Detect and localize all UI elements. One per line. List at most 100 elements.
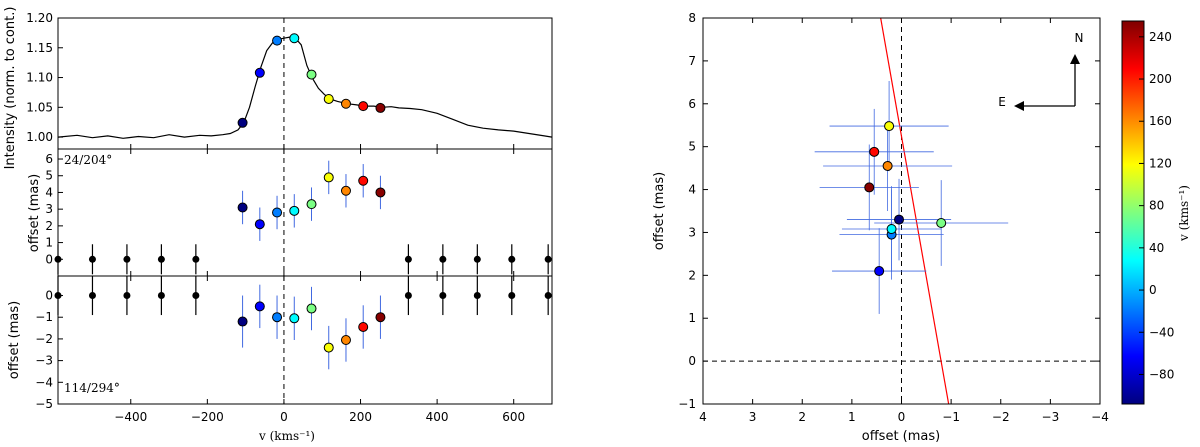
spectrum-point	[375, 102, 386, 113]
line-profile	[57, 36, 553, 139]
colorbar: −80 −40 0 40 80 120 160 200 240 v (kms⁻¹)	[1121, 20, 1191, 405]
offset-panel-114: −5 −4 −3 −2 −1 0 −400 −200 0 200 400 600 114/294° o…	[7, 276, 552, 443]
offset-point	[289, 313, 300, 324]
offset-point	[358, 321, 369, 332]
xtick-label: −4	[1091, 410, 1109, 424]
ytick-label: 2	[45, 219, 53, 233]
offset-point	[254, 219, 265, 230]
offset-point	[237, 316, 248, 327]
colorbar-tick-label: −80	[1149, 367, 1174, 381]
xtick-label: −400	[114, 410, 147, 424]
panel-label-24: 24/204°	[64, 153, 112, 167]
spectrum-point	[237, 117, 248, 128]
offset-point	[375, 187, 386, 198]
ytick-label: 6	[45, 152, 53, 166]
ytick-label: 5	[45, 169, 53, 183]
offset-axes-bottom	[57, 275, 553, 405]
sky-point	[894, 214, 905, 225]
spectrum-point	[272, 35, 283, 46]
sky-xlabel: offset (mas)	[862, 429, 940, 444]
ytick-label: 1	[688, 311, 696, 325]
offset-point	[237, 202, 248, 213]
ytick-label: 4	[688, 183, 696, 197]
continuum-point	[157, 255, 165, 263]
continuum-point	[473, 255, 481, 263]
sky-point	[884, 121, 895, 132]
ytick-label: 4	[45, 185, 53, 199]
ytick-label: −3	[35, 354, 53, 368]
sky-point	[886, 224, 897, 235]
sky-axes	[702, 17, 1101, 405]
continuum-point	[157, 292, 165, 300]
offset-point	[289, 205, 300, 216]
offset-point	[323, 342, 334, 353]
spectrum-axes	[57, 17, 553, 150]
spectrum-ylabel: Intensity (norm. to cont.)	[3, 7, 18, 170]
ytick-label: 3	[688, 225, 696, 239]
colorbar-tick-label: 200	[1149, 72, 1172, 86]
offset-point	[340, 335, 351, 345]
continuum-point	[123, 255, 131, 263]
ytick-label: 7	[688, 54, 696, 68]
offset-ylabel-bottom: offset (mas)	[7, 301, 22, 379]
offset-point	[323, 172, 334, 183]
xtick-label: −200	[191, 410, 224, 424]
spectrum-point	[323, 93, 334, 104]
north-arrowhead	[1070, 54, 1080, 64]
xtick-label: 0	[898, 410, 906, 424]
xtick-label: 400	[426, 410, 449, 424]
continuum-point	[404, 255, 412, 263]
compass: N E	[998, 31, 1083, 111]
xtick-label: 2	[798, 410, 806, 424]
xtick-label: −1	[942, 410, 960, 424]
sky-point	[864, 182, 875, 193]
colorbar-tick-label: −40	[1149, 325, 1174, 339]
sky-ylabel: offset (mas)	[652, 172, 667, 250]
spectrum-point	[254, 67, 265, 78]
fit-line	[880, 17, 950, 405]
xtick-label: 0	[280, 410, 288, 424]
continuum-point	[192, 292, 200, 300]
ytick-label: −4	[35, 375, 53, 389]
continuum-point	[88, 292, 96, 300]
colorbar-tick-label: 0	[1149, 283, 1157, 297]
offset-point	[272, 207, 283, 218]
xtick-label: 600	[502, 410, 525, 424]
ytick-label: 0	[45, 289, 53, 303]
ytick-label: 0	[688, 354, 696, 368]
continuum-point	[473, 292, 481, 300]
xtick-label: 200	[349, 410, 372, 424]
ytick-label: 1.15	[26, 41, 53, 55]
ytick-label: 1.00	[26, 130, 53, 144]
panel-label-114: 114/294°	[64, 381, 120, 395]
ytick-label: 6	[688, 97, 696, 111]
offset-point	[375, 312, 386, 323]
offset-point	[358, 175, 369, 186]
xtick-label: 3	[749, 410, 757, 424]
offset-point	[272, 312, 283, 323]
ytick-label: 1.10	[26, 71, 53, 85]
sky-point	[874, 266, 885, 277]
east-arrowhead	[1014, 101, 1024, 111]
continuum-point	[544, 255, 552, 263]
ytick-label: −5	[35, 397, 53, 411]
ytick-label: −1	[678, 397, 696, 411]
continuum-point	[508, 255, 516, 263]
velocity-xlabel: v (kms⁻¹)	[258, 429, 315, 443]
colorbar-tick-label: 40	[1149, 241, 1164, 255]
colorbar-tick-label: 240	[1149, 30, 1172, 44]
colorbar-tick-label: 80	[1149, 199, 1164, 213]
spectrum-point	[340, 98, 351, 109]
ytick-label: −2	[35, 332, 53, 346]
xtick-label: 1	[848, 410, 856, 424]
colorbar-gradient	[1121, 20, 1145, 405]
ytick-label: 5	[688, 140, 696, 154]
continuum-point	[123, 292, 131, 300]
continuum-point	[544, 292, 552, 300]
north-label: N	[1075, 31, 1084, 45]
continuum-point	[192, 255, 200, 263]
continuum-point	[404, 292, 412, 300]
sky-point	[869, 146, 880, 157]
offset-panel-24: 0 1 2 3 4 5 6 24/204° offset (mas)	[27, 149, 552, 276]
